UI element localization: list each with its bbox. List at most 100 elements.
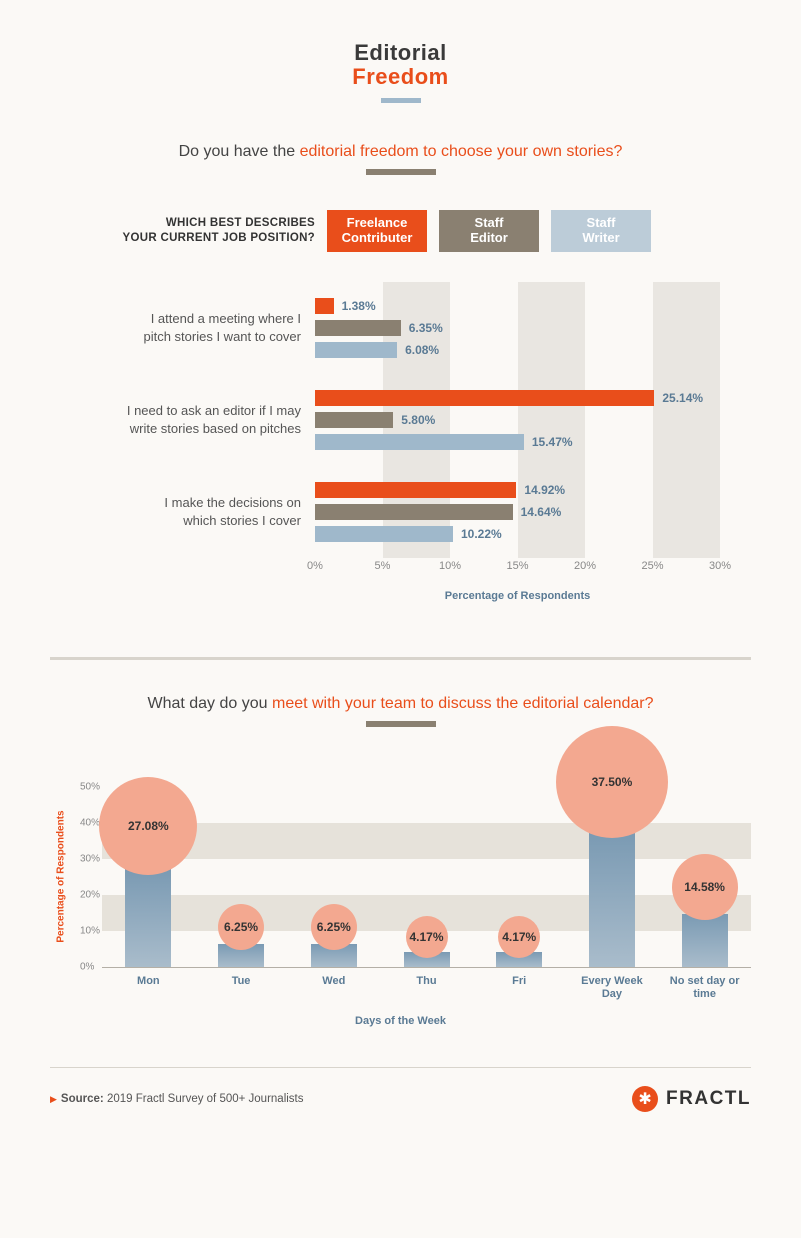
chart1-group-label-l2: write stories based on pitches bbox=[130, 421, 301, 436]
chart2-gridband bbox=[102, 823, 751, 859]
triangle-icon: ▶ bbox=[50, 1094, 57, 1104]
source-label: Source: bbox=[61, 1093, 104, 1105]
legend-freelance-l1: Freelance bbox=[347, 215, 408, 230]
chart1-xtick: 30% bbox=[709, 560, 731, 572]
chart1-question-emph: editorial freedom to choose your own sto… bbox=[300, 143, 623, 160]
title-line-1: Editorial bbox=[50, 40, 751, 66]
chart1-bar bbox=[315, 434, 524, 450]
chart2-bar bbox=[589, 832, 635, 967]
chart2-ytick: 30% bbox=[80, 853, 100, 864]
main-title: Editorial Freedom bbox=[50, 40, 751, 103]
chart2-xcategory: No set day or time bbox=[665, 975, 745, 1001]
legend-staff-editor: Staff Editor bbox=[439, 210, 539, 252]
chart2-ytick: 20% bbox=[80, 889, 100, 900]
chart2-ytick: 40% bbox=[80, 817, 100, 828]
chart1-bar-label: 6.08% bbox=[405, 343, 439, 357]
chart1-bar bbox=[315, 526, 453, 542]
legend-prompt-l1: WHICH BEST DESCRIBES bbox=[166, 217, 315, 229]
chart2-bubble: 4.17% bbox=[406, 916, 448, 958]
chart1-bar bbox=[315, 412, 393, 428]
chart2-bubble: 14.58% bbox=[672, 854, 738, 920]
chart2-bubble: 4.17% bbox=[498, 916, 540, 958]
chart2-question-prefix: What day do you bbox=[147, 695, 272, 712]
chart1-question-prefix: Do you have the bbox=[179, 143, 300, 160]
chart1-bar bbox=[315, 390, 654, 406]
chart1-bar-label: 14.64% bbox=[521, 505, 562, 519]
chart1-legend: WHICH BEST DESCRIBES YOUR CURRENT JOB PO… bbox=[80, 210, 751, 252]
legend-freelance: Freelance Contributer bbox=[327, 210, 427, 252]
chart1-group-label-l2: which stories I cover bbox=[183, 513, 301, 528]
section-divider bbox=[50, 657, 751, 660]
legend-staff-editor-l1: Staff bbox=[475, 215, 504, 230]
chart1-xtick: 0% bbox=[307, 560, 323, 572]
chart2-xcategory: Fri bbox=[479, 975, 559, 988]
chart1-group-label: I attend a meeting where I pitch stories … bbox=[50, 282, 315, 374]
chart1-bar bbox=[315, 482, 516, 498]
brand: ✱ FRACTL bbox=[632, 1086, 751, 1112]
footer-divider bbox=[50, 1067, 751, 1069]
chart1-xaxis-label: Percentage of Respondents bbox=[315, 590, 720, 602]
legend-prompt: WHICH BEST DESCRIBES YOUR CURRENT JOB PO… bbox=[80, 216, 315, 246]
chart1-group-label-l1: I make the decisions on bbox=[164, 495, 301, 510]
chart1-xtick: 15% bbox=[506, 560, 528, 572]
chart1-group-label-l1: I need to ask an editor if I may bbox=[127, 403, 301, 418]
chart1-bar-label: 10.22% bbox=[461, 527, 502, 541]
brand-logo-icon: ✱ bbox=[632, 1086, 658, 1112]
chart2-xaxis-label: Days of the Week bbox=[50, 1015, 751, 1027]
chart1-bar-label: 15.47% bbox=[532, 435, 573, 449]
chart1-xaxis: 0%5%10%15%20%25%30% bbox=[315, 560, 720, 580]
chart2-plot-wrap: Percentage of Respondents 0%10%20%30%40%… bbox=[50, 787, 751, 967]
chart1-bar-label: 5.80% bbox=[401, 413, 435, 427]
title-line-2: Freedom bbox=[50, 64, 751, 90]
chart1-xtick: 10% bbox=[439, 560, 461, 572]
chart2-question: What day do you meet with your team to d… bbox=[50, 695, 751, 713]
chart2-bubble: 6.25% bbox=[218, 904, 264, 950]
chart1-question: Do you have the editorial freedom to cho… bbox=[50, 143, 751, 161]
brand-text: FRACTL bbox=[666, 1088, 751, 1110]
chart2-ytick: 50% bbox=[80, 781, 100, 792]
chart2-ylabel: Percentage of Respondents bbox=[50, 787, 72, 967]
legend-staff-writer: Staff Writer bbox=[551, 210, 651, 252]
chart1-bar-label: 6.35% bbox=[409, 321, 443, 335]
chart1-group-label-l2: pitch stories I want to cover bbox=[143, 329, 301, 344]
chart2-bubble: 37.50% bbox=[556, 726, 668, 838]
legend-staff-writer-l2: Writer bbox=[582, 230, 619, 245]
chart2-plot-area: 0%10%20%30%40%50%27.08%Mon6.25%Tue6.25%W… bbox=[72, 787, 751, 967]
chart1-bar bbox=[315, 342, 397, 358]
chart1-plot: I attend a meeting where I pitch stories … bbox=[50, 282, 751, 558]
chart2-bar bbox=[125, 869, 171, 966]
chart1-bar bbox=[315, 320, 401, 336]
source: ▶ Source: 2019 Fractl Survey of 500+ Jour… bbox=[50, 1093, 304, 1105]
legend-staff-writer-l1: Staff bbox=[587, 215, 616, 230]
chart2-xcategory: Thu bbox=[387, 975, 467, 988]
chart1-xtick: 5% bbox=[375, 560, 391, 572]
chart1-bar-label: 14.92% bbox=[524, 483, 565, 497]
chart2: Percentage of Respondents 0%10%20%30%40%… bbox=[50, 787, 751, 1027]
chart2-question-emph: meet with your team to discuss the edito… bbox=[272, 695, 654, 712]
chart1-bar-label: 25.14% bbox=[662, 391, 703, 405]
chart1-bar bbox=[315, 298, 334, 314]
chart1-group-label: I make the decisions on which stories I c… bbox=[50, 466, 315, 558]
legend-freelance-l2: Contributer bbox=[342, 230, 413, 245]
title-underline bbox=[381, 98, 421, 103]
chart1-question-underline bbox=[366, 169, 436, 175]
legend-staff-editor-l2: Editor bbox=[470, 230, 508, 245]
chart2-xcategory: Every Week Day bbox=[572, 975, 652, 1001]
chart1-ylabels: I attend a meeting where I pitch stories … bbox=[50, 282, 315, 558]
chart2-bubble: 27.08% bbox=[99, 777, 197, 875]
chart2-xcategory: Tue bbox=[201, 975, 281, 988]
chart1-plot-area: 0%5%10%15%20%25%30% 1.38%6.35%6.08%25.14… bbox=[315, 282, 720, 558]
chart1-group-label-l1: I attend a meeting where I bbox=[151, 311, 301, 326]
chart2-bubble: 6.25% bbox=[311, 904, 357, 950]
chart2-xcategory: Wed bbox=[294, 975, 374, 988]
chart1-bar-label: 1.38% bbox=[342, 299, 376, 313]
source-text: 2019 Fractl Survey of 500+ Journalists bbox=[104, 1093, 304, 1105]
chart2-bar bbox=[682, 914, 728, 966]
chart1-gridband bbox=[653, 282, 721, 558]
chart2-ylabel-text: Percentage of Respondents bbox=[56, 811, 67, 943]
chart1: WHICH BEST DESCRIBES YOUR CURRENT JOB PO… bbox=[50, 210, 751, 602]
chart1-xtick: 25% bbox=[641, 560, 663, 572]
chart1-xtick: 20% bbox=[574, 560, 596, 572]
chart2-ytick: 0% bbox=[80, 961, 94, 972]
chart1-group-label: I need to ask an editor if I may write st… bbox=[50, 374, 315, 466]
